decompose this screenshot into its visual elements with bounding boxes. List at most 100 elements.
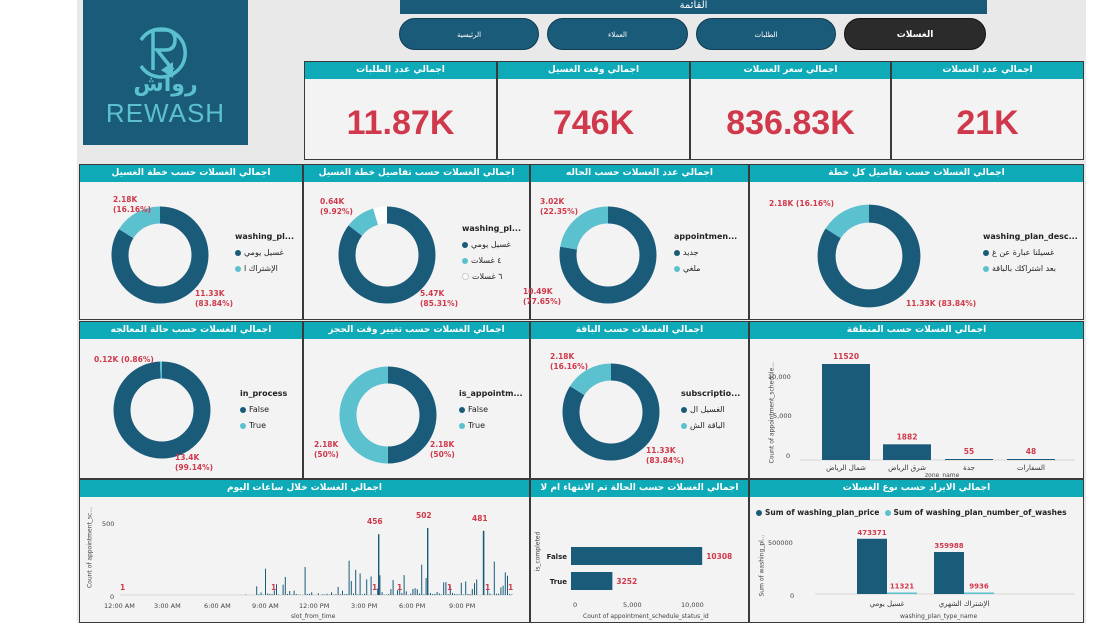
slice-label: 0.64K(9.92%) [320,197,353,217]
legend-item[interactable]: الباقة الش [681,418,740,434]
donut-card-reschedule[interactable]: اجمالي الغسلات حسب تغيير وقت الحجز 2.18K… [303,321,530,479]
bar [454,594,455,595]
data-label: 1 [447,583,452,593]
donut-card-plan-details[interactable]: اجمالي الغسلات حسب تفاصيل خطة الغسيل 0.6… [303,164,530,320]
nav-orders-button[interactable]: الطلبات [696,18,836,50]
legend-item[interactable]: True [240,418,287,434]
x-tick: شرق الرياض [888,464,926,472]
x-tick: 5,000 [623,601,642,609]
bar [366,579,367,595]
bar [452,593,453,595]
legend-item[interactable]: ٤ غسلات [462,253,521,269]
x-tick: 6:00 AM [204,602,231,610]
logo-arabic-text: رواش [83,72,248,97]
data-label: 11520 [833,352,859,361]
donut-chart[interactable] [338,365,438,465]
donut-chart[interactable] [112,360,212,460]
x-axis-title: slot_from_time [291,613,335,620]
bar [331,592,332,595]
legend-item[interactable]: بعد اشتراكك بالباقة [983,261,1078,277]
card-title: اجمالي الغسلات خلال ساعات اليوم [80,480,529,497]
nav-customers-button[interactable]: العملاء [547,18,688,50]
bar [571,572,612,590]
x-axis-title: washing_plan_type_name [900,613,977,620]
card-title: اجمالي عدد الغسلات حسب الحاله [531,165,748,182]
legend-item[interactable]: ٦ غسلات [462,269,521,285]
legend-item[interactable]: غسيل يومي [462,237,521,253]
chart-legend: washing_pl... غسيل يومي الإشتراك ا [235,229,294,277]
data-label: 1 [271,583,276,593]
bar [459,594,460,595]
kpi-card-price: اجمالي سعر الغسلات 836.83K [690,61,891,160]
card-title: اجمالي الغسلات حسب خطة الغسيل [80,165,302,182]
bar [822,364,870,460]
revenue-chart-card[interactable]: اجمالي الايراد حسب نوع الغسلات Sum of wa… [749,479,1084,623]
kpi-value: 836.83K [691,104,890,143]
donut-card-processing[interactable]: اجمالي الغسلات حسب حالة المعالجه 0.12K (… [79,321,303,479]
data-label: 1 [372,583,377,593]
bar [500,587,501,595]
bar [294,591,295,595]
bar [417,589,418,595]
kpi-card-wash-count: اجمالي عدد الغسلات 21K [891,61,1084,160]
data-label: 48 [1026,447,1036,456]
chart-legend: appointmen... جديد ملغي [674,229,737,277]
data-label: 11321 [890,583,914,591]
x-axis-title: zone_name [925,472,959,479]
donut-card-plan-description[interactable]: اجمالي الغسلات حسب تفاصيل كل خطة 2.18K (… [749,164,1084,320]
donut-card-package[interactable]: اجمالي الغسلات حسب الباقة 2.18K(16.16%) … [530,321,749,479]
bar [393,580,394,595]
menu-bar[interactable]: القائمة [400,0,987,14]
legend-item[interactable]: False [459,402,523,418]
chart-legend: subscriptio... الغسيل ال الباقة الش [681,386,740,434]
data-label: 3252 [616,577,637,586]
nav-home-button[interactable]: الرئيسية [399,18,539,50]
donut-chart[interactable] [816,203,922,309]
kpi-title: اجمالي عدد الغسلات [892,62,1083,79]
slice-label: 2.18K(16.16%) [113,195,151,215]
completed-chart-card[interactable]: اجمالي الغسلات حسب الحالة تم الانتهاء ام… [530,479,749,623]
bar [344,594,345,595]
bar [437,592,438,595]
bar [401,593,402,595]
bar [432,594,433,595]
slice-label: 13.4K(99.14%) [175,453,213,473]
bar [351,581,352,595]
hourly-chart-card[interactable]: اجمالي الغسلات خلال ساعات اليوم Count of… [79,479,530,623]
bar [511,594,512,595]
legend-item[interactable]: False [240,402,287,418]
region-chart-card[interactable]: اجمالي الغسلات حسب المنطقة Count of appo… [749,321,1084,479]
legend-item[interactable]: الإشتراك ا [235,261,294,277]
bar [338,587,339,595]
bar [309,594,310,595]
bar [388,594,389,595]
legend-item[interactable]: غسيلنا عبارة عن غ [983,245,1078,261]
bar [430,593,431,595]
donut-chart[interactable] [558,205,658,305]
bar [360,573,361,595]
slice-label: 2.18K(16.16%) [550,352,588,372]
slice-label: 5.47K(85.31%) [420,289,458,309]
kpi-card-orders: اجمالي عدد الطلبات 11.87K [304,61,497,160]
kpi-title: اجمالي سعر الغسلات [691,62,890,79]
legend-item[interactable]: جديد [674,245,737,261]
legend-item[interactable]: True [459,418,523,434]
bar [503,586,504,595]
card-title: اجمالي الغسلات حسب المنطقة [750,322,1083,339]
x-tick: السفارات [1017,464,1045,472]
chart-legend: in_process False True [240,386,287,434]
legend-item[interactable]: الغسيل ال [681,402,740,418]
bar [335,594,336,595]
nav-washes-button[interactable]: الغسلات [844,18,986,50]
bar [505,572,506,595]
bar [472,589,473,595]
data-label: 1 [485,583,490,593]
donut-card-status[interactable]: اجمالي عدد الغسلات حسب الحاله 3.02K(22.3… [530,164,749,320]
legend-item[interactable]: ملغي [674,261,737,277]
donut-card-plan[interactable]: اجمالي الغسلات حسب خطة الغسيل 2.18K(16.1… [79,164,303,320]
card-title: اجمالي الايراد حسب نوع الغسلات [750,480,1083,497]
legend-item[interactable]: غسيل يومي [235,245,294,261]
bar [964,593,994,595]
